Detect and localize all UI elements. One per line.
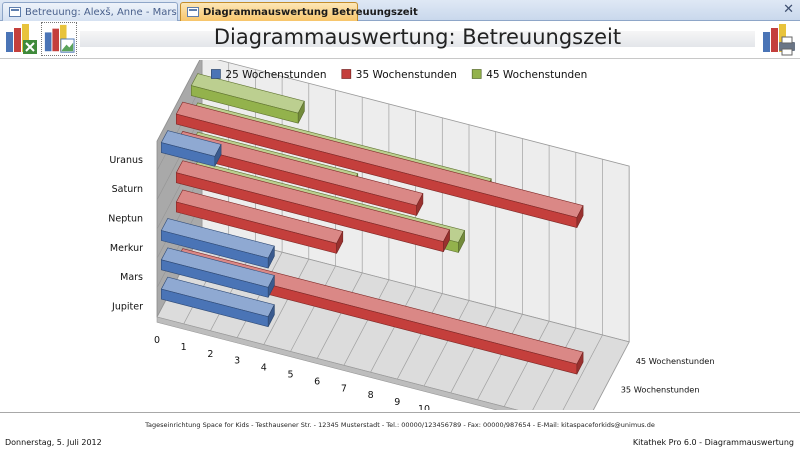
bar	[190, 73, 305, 124]
x-tick-label: 2	[207, 349, 213, 360]
legend-label: 45 Wochenstunden	[486, 69, 587, 81]
category-label: Saturn	[112, 184, 143, 195]
legend-swatch	[341, 69, 352, 79]
x-tick-label: 3	[234, 356, 240, 367]
form-icon	[9, 7, 21, 17]
gridline-floor	[316, 272, 363, 359]
gridline-floor	[370, 286, 416, 373]
legend-label: 35 Wochenstunden	[356, 69, 457, 81]
footer-app-name: Kitathek Pro 6.0 - Diagrammauswertung	[632, 438, 794, 447]
print-icon[interactable]	[760, 22, 796, 56]
legend-label: 25 Wochenstunden	[225, 69, 326, 81]
tab-betreuung-label: Betreuung: Alexš, Anne - Mars (2 Jahre)	[25, 6, 223, 18]
bar-end-face	[443, 229, 450, 252]
chart-canvas: Jupiter Mars Merkur Neptun Saturn Uranus 0 1 2 3…	[108, 60, 715, 410]
depth-label: 45 Wochenstunden	[636, 356, 715, 366]
category-label: Neptun	[108, 213, 143, 224]
bar	[175, 248, 584, 375]
gridline-floor	[263, 258, 310, 345]
gridline-floor	[343, 279, 390, 366]
bar-end-face	[576, 205, 584, 228]
tab-diagrammauswertung[interactable]: Diagrammauswertung Betreuungszeit	[180, 2, 418, 21]
footer-divider	[0, 412, 800, 413]
gridline-floor	[396, 293, 443, 380]
gridline-side	[156, 60, 201, 142]
x-tick-label: 4	[261, 363, 267, 374]
bar-end-face	[336, 231, 344, 254]
excel-export-icon[interactable]	[3, 22, 39, 56]
x-tick-label: 9	[394, 397, 400, 408]
bar-end-face	[297, 101, 305, 124]
gridline-floor	[450, 307, 497, 394]
chart-floor-edge	[156, 316, 519, 410]
bar	[175, 189, 344, 254]
bar	[175, 160, 451, 253]
x-tick-label: 0	[154, 335, 160, 346]
x-tick-label: 6	[314, 376, 320, 387]
category-label: Jupiter	[111, 301, 143, 312]
tab-betreuung[interactable]: Betreuung: Alexš, Anne - Mars (2 Jahre)	[2, 2, 223, 21]
footer-address: Tageseinrichtung Space for Kids - Testha…	[145, 421, 655, 429]
gridline-floor	[532, 327, 577, 410]
x-tick-label: 8	[368, 390, 374, 401]
gridline-floor	[290, 265, 336, 352]
tab-diagrammauswertung-label: Diagrammauswertung Betreuungszeit	[203, 6, 418, 18]
x-tick-label: 1	[181, 342, 187, 353]
gridline-floor	[562, 334, 603, 410]
document-tab-bar: Betreuung: Alexš, Anne - Mars (2 Jahre) …	[0, 0, 800, 21]
bar-end-face	[214, 144, 222, 167]
report-header: Diagrammauswertung: Betreuungszeit	[0, 21, 800, 59]
gridline-floor	[503, 321, 550, 407]
bar-end-face	[458, 230, 465, 253]
bar	[160, 276, 275, 328]
depth-label: 35 Wochenstunden	[621, 385, 700, 395]
bar	[160, 130, 222, 167]
x-tick-label: 10	[418, 404, 430, 410]
bar	[160, 218, 275, 269]
bar	[175, 101, 584, 228]
legend-swatch	[211, 69, 221, 79]
legend-swatch	[471, 69, 482, 79]
gridline-side	[156, 84, 203, 171]
category-label: Uranus	[109, 155, 143, 166]
close-icon[interactable]: ✕	[783, 2, 794, 17]
x-tick-label: 7	[341, 383, 347, 394]
gridline-floor	[423, 300, 470, 387]
gridline-floor	[477, 314, 523, 400]
x-tick-label: 5	[287, 370, 293, 381]
footer-date: Donnerstag, 5. Juli 2012	[5, 438, 102, 447]
bar-end-face	[416, 193, 424, 216]
bar-end-face	[267, 304, 275, 327]
header-band	[80, 31, 755, 47]
bar	[160, 247, 275, 298]
bar-end-face	[576, 351, 584, 375]
form-icon	[187, 7, 199, 17]
image-export-icon[interactable]	[41, 22, 77, 56]
category-label: Mars	[120, 272, 143, 283]
betreuungszeit-chart: Jupiter Mars Merkur Neptun Saturn Uranus 0 1 2 3…	[0, 60, 800, 410]
gridline-floor	[592, 341, 630, 410]
bar-end-face	[267, 245, 275, 269]
page-title: Diagrammauswertung: Betreuungszeit	[213, 25, 622, 49]
bar-end-face	[267, 275, 275, 298]
category-label: Merkur	[110, 243, 143, 254]
